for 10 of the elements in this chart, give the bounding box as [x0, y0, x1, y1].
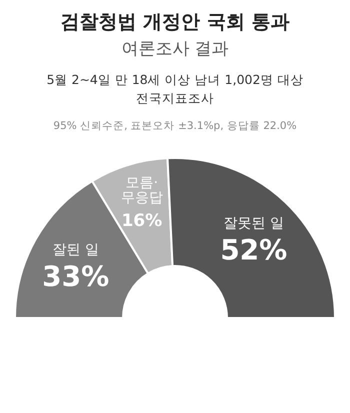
slice-label: 모름·무응답: [120, 174, 163, 206]
slice-label: 잘못된 일: [223, 216, 284, 232]
data-label: 33%: [42, 260, 110, 294]
chart-title: 검찰청법 개정안 국회 통과: [60, 11, 290, 33]
data-label: 52%: [220, 234, 288, 267]
slice-label: 잘된 일: [52, 242, 99, 258]
text: 95% 신뢰수준, 표본오차 ±3.1%p, 응답률 22.0%: [53, 120, 297, 132]
text: 5월 2~4일 만 18세 이상 남녀 1,002명 대상 전국지표조사: [46, 72, 304, 106]
chart-subtitle: 여론조사 결과: [121, 39, 229, 59]
data-label: 16%: [121, 210, 162, 231]
